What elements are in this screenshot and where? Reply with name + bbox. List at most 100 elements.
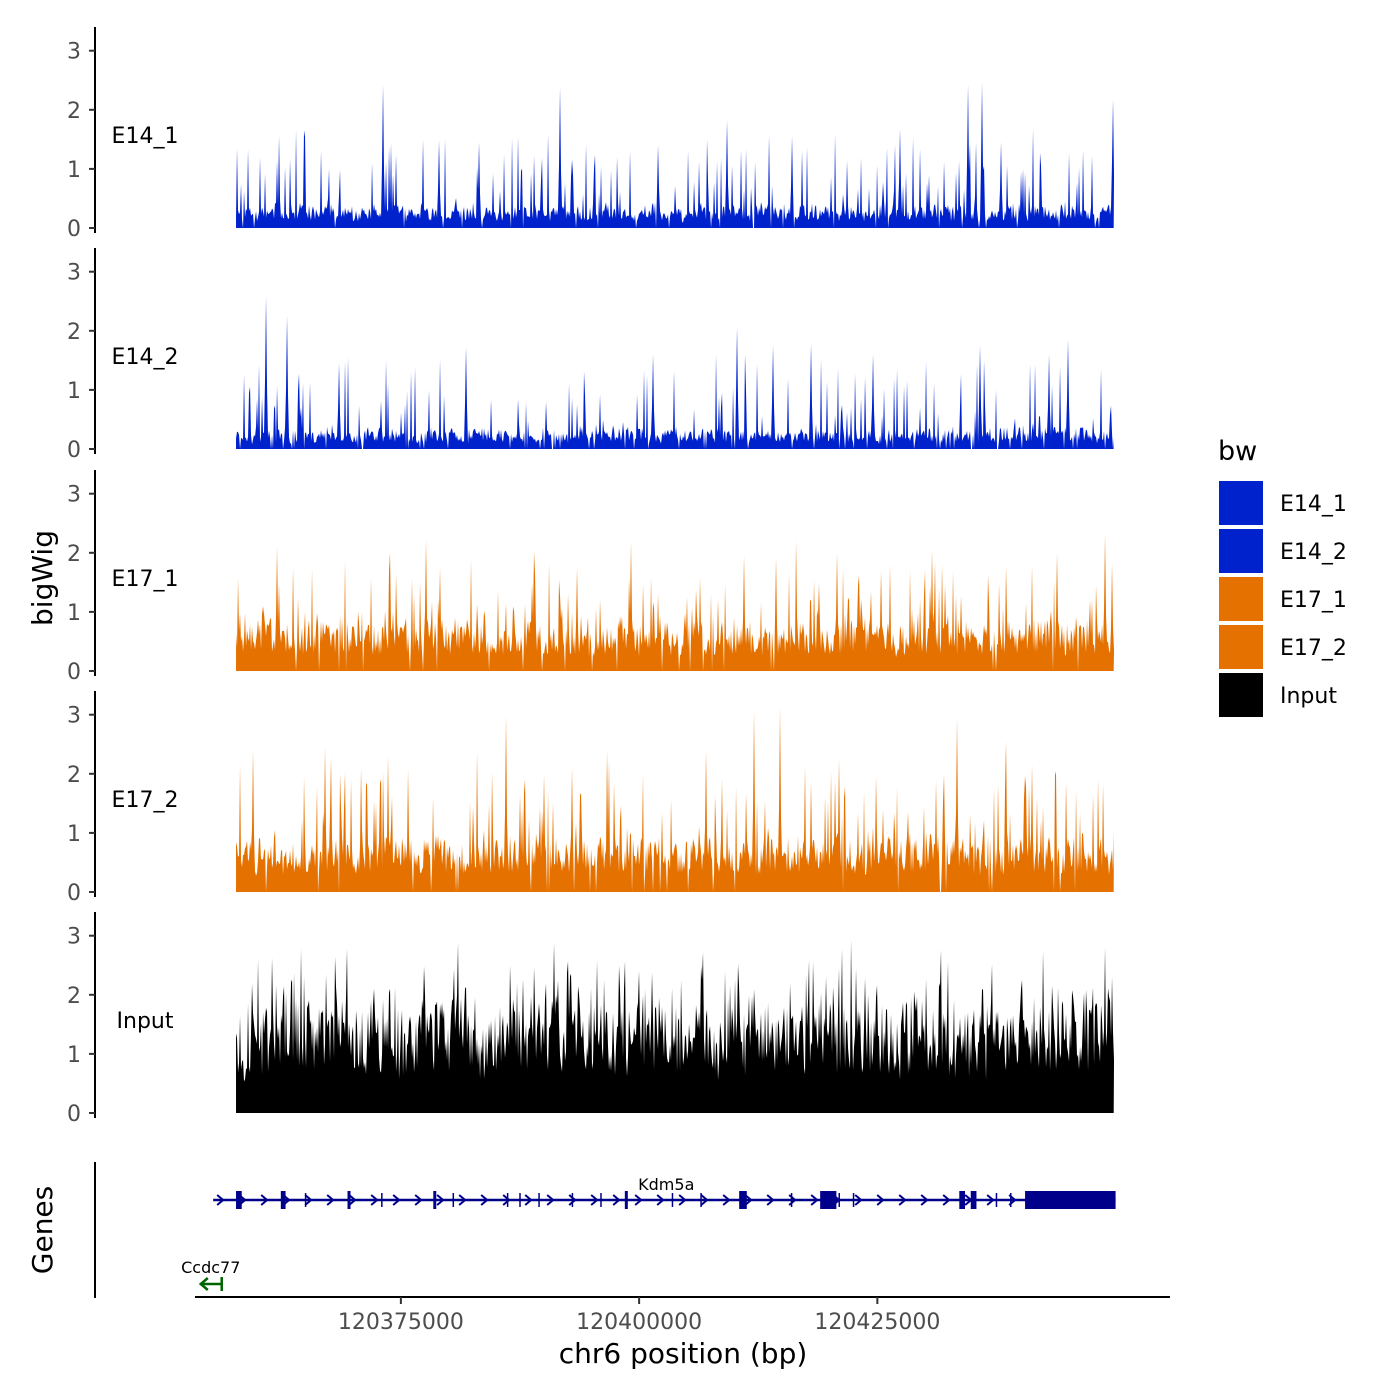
y-tick-label: 2 <box>67 984 81 1009</box>
y-tick-label: 3 <box>67 40 81 65</box>
strand-arrow <box>612 1194 621 1206</box>
strand-arrow <box>216 1194 225 1206</box>
legend-key <box>1219 625 1263 669</box>
y-tick-label: 2 <box>67 763 81 788</box>
exon <box>280 1191 286 1209</box>
strand-arrow <box>854 1194 863 1206</box>
legend-title: bw <box>1218 436 1257 467</box>
signal-area <box>236 939 1115 1113</box>
strand-arrow <box>656 1194 665 1206</box>
y-tick-label: 3 <box>67 261 81 286</box>
strand-arrow <box>876 1194 885 1206</box>
y-tick-label: 1 <box>67 379 81 404</box>
x-tick-label: 120375000 <box>338 1310 464 1335</box>
y-tick-label: 3 <box>67 704 81 729</box>
legend-key <box>1219 481 1263 525</box>
exon <box>347 1191 351 1209</box>
y-tick-label: 0 <box>67 438 81 463</box>
track-label: E17_1 <box>112 567 179 592</box>
y-tick-label: 1 <box>67 1043 81 1068</box>
exon <box>820 1191 837 1209</box>
signal-area <box>236 707 1115 892</box>
strand-arrow <box>766 1194 775 1206</box>
legend-label: E14_2 <box>1280 540 1347 565</box>
strand-arrow <box>458 1194 467 1206</box>
exon <box>739 1191 747 1209</box>
strand-arrow <box>898 1194 907 1206</box>
strand-arrow <box>436 1194 445 1206</box>
track-label: E14_1 <box>112 124 179 149</box>
y-tick-label: 0 <box>67 1102 81 1127</box>
y-tick-label: 1 <box>67 158 81 183</box>
legend-label: E17_1 <box>1280 588 1347 613</box>
y-tick-label: 3 <box>67 483 81 508</box>
y-tick-label: 0 <box>67 881 81 906</box>
gene-track: Kdm5a Ccdc77 <box>94 1162 1116 1298</box>
legend-label: E14_1 <box>1280 492 1347 517</box>
genes-axis-title: Genes <box>26 1186 59 1274</box>
legend-label: E17_2 <box>1280 636 1347 661</box>
strand-arrow <box>568 1194 577 1206</box>
track-label: Input <box>117 1009 174 1034</box>
x-tick-label: 120400000 <box>576 1310 702 1335</box>
track-E14_2: 0 1 2 3 E14_2 <box>67 247 1115 463</box>
strand-arrow <box>920 1194 929 1206</box>
strand-arrow <box>392 1194 401 1206</box>
track-Input: 0 1 2 3 Input <box>67 911 1115 1127</box>
x-axis-title: chr6 position (bp) <box>559 1337 808 1370</box>
track-E14_1: 0 1 2 3 E14_1 <box>67 26 1115 242</box>
legend-label: Input <box>1280 684 1337 709</box>
strand-arrow <box>414 1194 423 1206</box>
strand-arrow <box>590 1194 599 1206</box>
strand-arrow <box>722 1194 731 1206</box>
y-tick-label: 2 <box>67 99 81 124</box>
y-axis-title: bigWig <box>26 530 59 626</box>
gene-label: Kdm5a <box>638 1175 694 1194</box>
y-tick-label: 0 <box>67 660 81 685</box>
strand-arrow <box>810 1194 819 1206</box>
strand-arrow <box>502 1194 511 1206</box>
strand-arrow <box>700 1194 709 1206</box>
x-tick-label: 120425000 <box>814 1310 940 1335</box>
legend-key <box>1219 529 1263 573</box>
tracks: 0 1 2 3 E14_1 0 1 2 3 E14_2 0 1 2 3 E17_1 0 1 2 3 E17_2 0 1 2 3… <box>67 26 1115 1127</box>
y-tick-label: 0 <box>67 217 81 242</box>
y-tick-label: 2 <box>67 542 81 567</box>
strand-arrow <box>678 1194 687 1206</box>
legend-key <box>1219 577 1263 621</box>
signal-area <box>236 83 1115 228</box>
y-tick-label: 2 <box>67 320 81 345</box>
strand-arrow <box>634 1194 643 1206</box>
strand-arrow <box>546 1194 555 1206</box>
strand-arrow <box>480 1194 489 1206</box>
strand-arrow <box>198 1277 209 1291</box>
strand-arrow <box>348 1194 357 1206</box>
strand-arrow <box>942 1194 951 1206</box>
y-tick-label: 1 <box>67 601 81 626</box>
track-label: E17_2 <box>112 788 179 813</box>
track-E17_2: 0 1 2 3 E17_2 <box>67 690 1115 906</box>
legend-key <box>1219 673 1263 717</box>
strand-arrow <box>370 1194 379 1206</box>
y-tick-label: 1 <box>67 822 81 847</box>
x-axis: 120375000 120400000 120425000 <box>195 1296 1170 1335</box>
strand-arrow <box>260 1194 269 1206</box>
gene-Ccdc77: Ccdc77 <box>181 1258 240 1291</box>
strand-arrow <box>744 1194 753 1206</box>
strand-arrow <box>304 1194 313 1206</box>
strand-arrow <box>986 1194 995 1206</box>
track-E17_1: 0 1 2 3 E17_1 <box>67 469 1115 685</box>
exon <box>236 1191 242 1209</box>
legend: bw E14_1 E14_2 E17_1 E17_2 Input <box>1218 436 1347 717</box>
exon <box>959 1191 966 1209</box>
exon <box>433 1191 437 1209</box>
strand-arrow <box>524 1194 533 1206</box>
y-tick-label: 3 <box>67 925 81 950</box>
exon <box>1025 1191 1116 1209</box>
gene-label: Ccdc77 <box>181 1258 240 1277</box>
gene-Kdm5a: Kdm5a <box>213 1175 1116 1209</box>
exon <box>970 1191 977 1209</box>
signal-area <box>236 296 1115 449</box>
signal-area <box>236 533 1115 671</box>
